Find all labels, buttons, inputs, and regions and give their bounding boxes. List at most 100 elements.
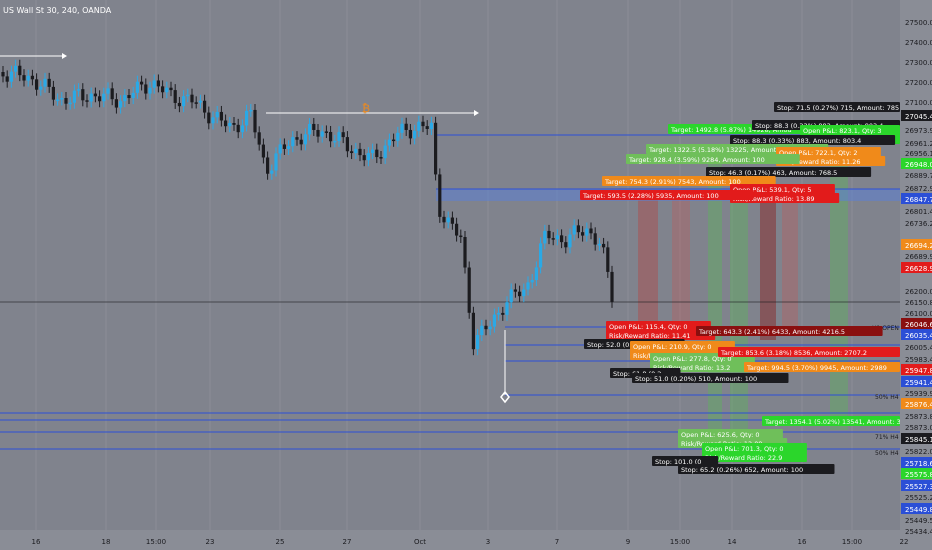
trade-label[interactable]: Open P&L: 722.1, Qty: 2 [776,147,881,157]
price-tick-label: 25941.4 [905,379,932,387]
time-tick-label: 15:00 [842,538,862,546]
trade-label[interactable]: Stop: 65.2 (0.26%) 652, Amount: 100 [678,464,835,474]
trade-label[interactable]: Target: 994.5 (3.70%) 9945, Amount: 2989 [744,362,900,372]
time-tick-label: 16 [32,538,41,546]
trade-label[interactable]: Open P&L: 115.4, Qty: 0 [606,321,711,331]
price-badge [901,262,932,273]
price-tick-label: 26889.7 [905,172,932,180]
trade-label[interactable]: Target: 928.4 (3.59%) 9284, Amount: 100 [626,154,800,164]
trade-label-text: Target: 994.5 (3.70%) 9945, Amount: 2989 [746,364,887,372]
trade-label[interactable]: Open P&L: 823.1, Qty: 3 [800,125,900,135]
price-tick-label: 27300.0 [905,59,932,67]
trade-label-text: Target: 643.3 (2.41%) 6433, Amount: 4216… [698,328,845,336]
trade-label-text: Open P&L: 277.8, Qty: 0 [653,355,731,363]
trade-label[interactable]: Risk/Reward Ratio: 13.89 [730,193,840,203]
trade-label-text: Risk/Reward Ratio: 13.89 [733,195,815,203]
trade-label-text: Stop: 65.2 (0.26%) 652, Amount: 100 [681,466,803,474]
price-tick-label: 27400.0 [905,39,932,47]
price-tick-label: 26200.0 [905,288,932,296]
trade-label-text: Risk/Reward Ratio: 22.9 [705,454,782,462]
price-tick-label: 27200.0 [905,79,932,87]
price-tick-label: 26689.9 [905,253,932,261]
trade-label-text: Risk/Reward Ratio: 11.41 [609,332,691,340]
price-tick-label: 25947.8 [905,367,932,375]
trade-label[interactable]: Open P&L: 625.6, Qty: 0 [678,429,783,439]
price-tick-label: 25449.8 [905,506,932,514]
price-tick-label: 26035.4 [905,332,932,340]
trade-label[interactable]: Stop: 88.3 (0.33%) 883, Amount: 803.4 [730,135,896,145]
trade-label[interactable]: Target: 1354.1 (5.02%) 13541, Amount: 3 [762,416,901,426]
trade-label-text: Target: 754.3 (2.91%) 7543, Amount: 100 [604,178,741,186]
trade-label[interactable]: Target: 643.3 (2.41%) 6433, Amount: 4216… [696,326,883,336]
time-tick-label: 27 [343,538,352,546]
symbol-title: US Wall St 30, 240, OANDA [3,6,112,15]
price-badge [901,239,932,250]
trade-label-text: Stop: 88.3 (0.33%) 883, Amount: 803.4 [733,137,861,145]
trade-label[interactable]: Target: 593.5 (2.28%) 5935, Amount: 100 [580,190,754,200]
trade-label[interactable]: Stop: 101.0 (0 [652,456,719,466]
price-tick-label: 26150.8 [905,299,932,307]
time-tick-label: 15:00 [146,538,166,546]
price-badge [901,480,932,491]
time-axis-labels: 16 18 15:00 23 25 27 Oct 3 7 9 15:00 14 16 15:00 22 [32,538,909,546]
price-tick-label: 25939.9 [905,390,932,398]
trade-label[interactable]: Stop: 46.3 (0.17%) 463, Amount: 768.5 [706,167,872,177]
trade-label-text: Open P&L: 722.1, Qty: 2 [779,149,857,157]
trade-label-text: Target: 853.6 (3.18%) 8536, Amount: 2707… [720,349,867,357]
time-tick-label: 14 [728,538,737,546]
price-badge [901,398,932,409]
price-badge [901,364,932,375]
price-badge [901,193,932,204]
time-axis[interactable] [0,530,900,550]
trade-label[interactable]: Risk/Reward Ratio: 11.41 [606,330,716,340]
price-tick-label: 26872.9 [905,185,932,193]
trade-label[interactable]: Open P&L: 539.1, Qty: 5 [730,184,835,194]
trade-label-text: Target: 928.4 (3.59%) 9284, Amount: 100 [628,156,765,164]
time-tick-label: 23 [206,538,215,546]
time-tick-label: 16 [798,538,807,546]
trade-label[interactable]: Target: 853.6 (3.18%) 8536, Amount: 2707… [718,347,900,357]
time-tick-label: 15:00 [670,538,690,546]
trade-label-text: Stop: 51.0 (0.20%) 510, Amount: 100 [635,375,757,383]
price-candles [1,59,614,356]
trade-label[interactable]: Target: 754.3 (2.91%) 7543, Amount: 100 [602,176,776,186]
time-tick-label: 25 [276,538,285,546]
price-badge [901,158,932,169]
trade-label[interactable]: Open P&L: 701.3, Qty: 0 [702,443,807,453]
price-badge [901,503,932,514]
trade-label[interactable]: Risk/Reward Ratio: 11.26 [776,156,886,166]
price-tick-label: 27100.0 [905,99,932,107]
price-tick-label: 26956.1 [905,150,932,158]
price-tick-label: 25718.6 [905,460,932,468]
price-tick-label: 25845.1 [905,436,932,444]
trade-label-text: Open P&L: 625.6, Qty: 0 [681,431,759,439]
trade-label-text: Open P&L: 539.1, Qty: 5 [733,186,811,194]
time-tick-label: 3 [486,538,490,546]
price-tick-label: 25449.5 [905,517,932,525]
price-tick-label: 26005.4 [905,344,932,352]
price-tick-label: 26628.9 [905,265,932,273]
level-label: 50% H4 [875,394,899,401]
price-badge [901,329,932,340]
price-tick-label: 25434.4 [905,528,932,536]
price-tick-label: 25873.8 [905,413,932,421]
price-tick-label: 25527.3 [905,483,932,491]
trade-label[interactable]: Open P&L: 210.9, Qty: 0 [630,341,735,351]
trade-label[interactable]: Stop: 51.0 (0.20%) 510, Amount: 100 [632,373,789,383]
trade-label-text: Risk/Reward Ratio: 11.26 [779,158,861,166]
price-badge [901,110,932,121]
price-tick-label: 26973.9 [905,127,932,135]
price-tick-label: 25876.4 [905,401,932,409]
trade-label[interactable]: Risk/Reward Ratio: 22.9 [702,452,807,462]
time-tick-label: 22 [900,538,909,546]
bitcoin-icon: ₿ [362,102,370,115]
trade-label-text: Target: 1492.8 (5.87%) 14928, Amou [670,126,792,134]
price-badge [901,457,932,468]
trade-label[interactable]: Stop: 71.5 (0.27%) 715, Amount: 785 [774,102,900,112]
price-tick-label: 25822.0 [905,448,932,456]
price-axis-labels: 27500.0 27400.0 27300.0 27200.0 27100.0 27045… [901,19,932,536]
trade-label-text: Target: 1354.1 (5.02%) 13541, Amount: 3 [764,418,901,426]
trade-label-text: Stop: 71.5 (0.27%) 715, Amount: 785 [777,104,899,112]
time-tick-label: 7 [555,538,559,546]
